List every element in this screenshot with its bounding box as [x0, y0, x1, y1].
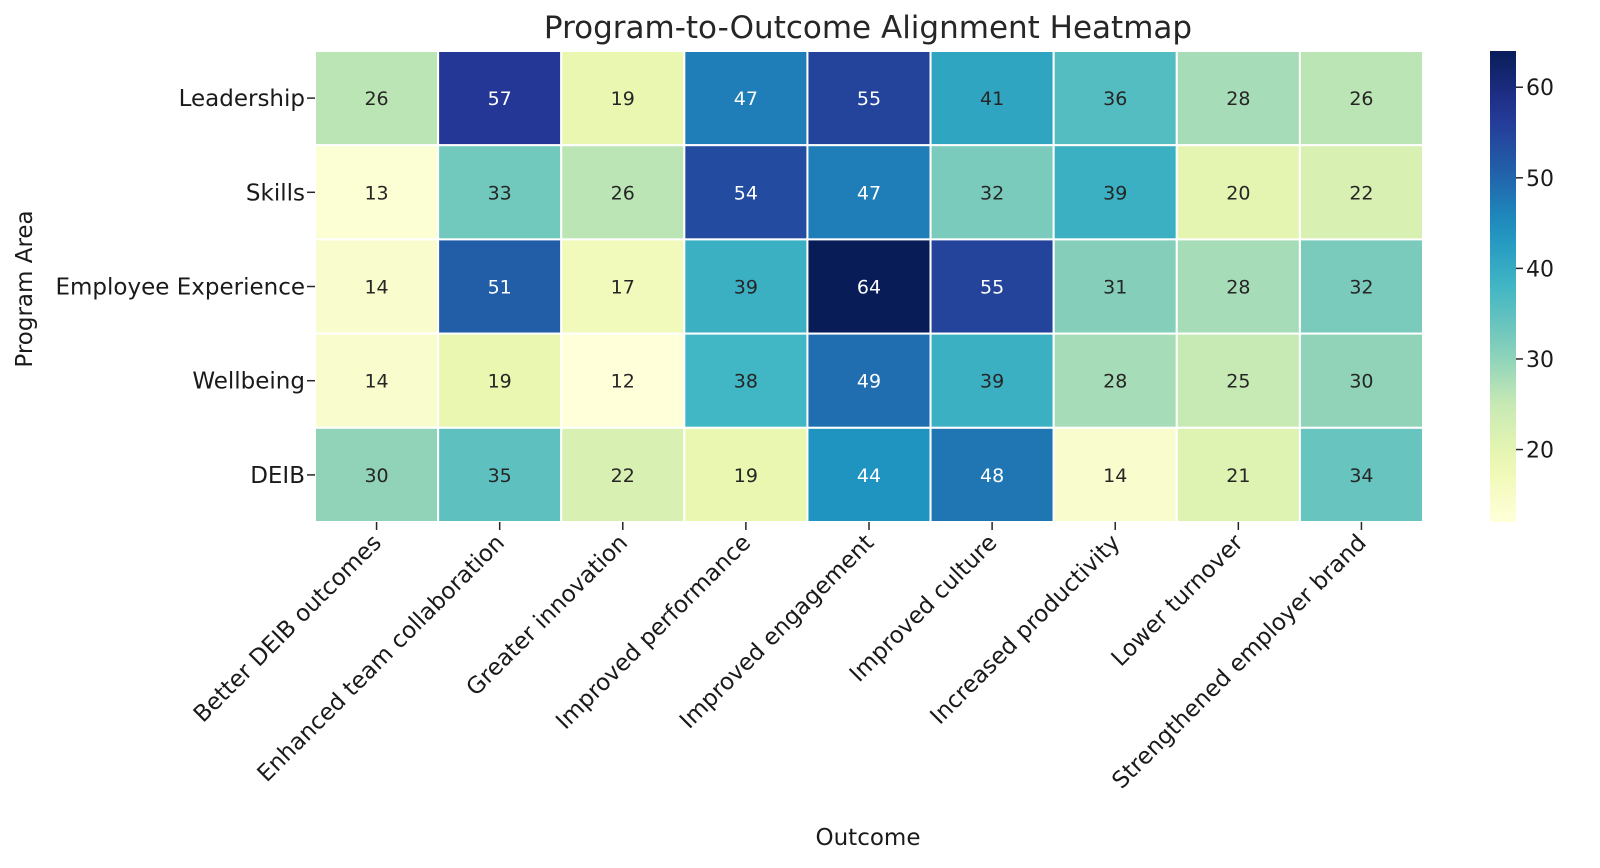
- cell-value-label: 26: [364, 88, 388, 110]
- y-tick-label: Leadership: [179, 86, 305, 112]
- heatmap-cell: [437, 238, 563, 335]
- heatmap-cell: [806, 238, 932, 335]
- heatmap-cell: [314, 144, 440, 241]
- cell-value-label: 39: [980, 371, 1004, 393]
- heatmap-cells: [314, 50, 1425, 523]
- heatmap-cell: [437, 332, 563, 429]
- heatmap-cell: [1298, 238, 1425, 335]
- cell-value-label: 28: [1226, 88, 1250, 110]
- heatmap-cell: [560, 238, 686, 335]
- heatmap-cell: [560, 426, 686, 523]
- x-tick-label: Lower turnover: [1107, 529, 1249, 671]
- cell-value-label: 38: [734, 371, 758, 393]
- cell-value-label: 30: [364, 465, 388, 487]
- colorbar-tick-label: 50: [1526, 167, 1554, 192]
- cell-value-label: 26: [1349, 88, 1373, 110]
- cell-value-label: 54: [734, 182, 758, 204]
- cell-value-label: 26: [611, 182, 635, 204]
- heatmap-cell: [314, 426, 440, 523]
- colorbar-tick-label: 30: [1526, 348, 1554, 373]
- x-tick-label: Improved engagement: [675, 530, 879, 734]
- cell-value-label: 31: [1103, 277, 1127, 299]
- y-tick-label: Skills: [246, 180, 305, 206]
- cell-value-label: 22: [1349, 182, 1373, 204]
- cell-value-label: 48: [980, 465, 1004, 487]
- heatmap-cell: [683, 238, 809, 335]
- heatmap-cell: [314, 50, 440, 147]
- y-tick-label: Wellbeing: [192, 369, 305, 395]
- cell-value-label: 12: [611, 371, 635, 393]
- heatmap-cell: [1298, 426, 1425, 523]
- heatmap-cell: [1298, 332, 1425, 429]
- cell-value-label: 19: [734, 465, 758, 487]
- colorbar: 20 30 40 50 60: [1490, 51, 1554, 522]
- heatmap-cell: [1052, 238, 1178, 335]
- heatmap-cell: [1175, 50, 1301, 147]
- cell-value-label: 19: [611, 88, 635, 110]
- cell-value-label: 47: [734, 88, 758, 110]
- cell-value-label: 28: [1103, 371, 1127, 393]
- x-tick-label: Enhanced team collaboration: [253, 530, 510, 787]
- cell-value-label: 13: [364, 182, 388, 204]
- heatmap-cell: [314, 238, 440, 335]
- heatmap-cell: [1298, 144, 1425, 241]
- cell-value-label: 19: [488, 371, 512, 393]
- x-tick-label: Improved performance: [551, 530, 756, 735]
- colorbar-tick-label: 60: [1526, 76, 1554, 101]
- cell-value-label: 34: [1349, 465, 1373, 487]
- cell-value-label: 14: [364, 371, 388, 393]
- heatmap-cell: [683, 426, 809, 523]
- heatmap-cell: [1052, 426, 1178, 523]
- cell-value-label: 32: [980, 182, 1004, 204]
- heatmap-cell: [560, 50, 686, 147]
- x-tick-label: Strengthened employer brand: [1107, 530, 1371, 794]
- colorbar-gradient: [1490, 51, 1516, 522]
- heatmap-cell: [683, 332, 809, 429]
- heatmap-cell: [1175, 144, 1301, 241]
- cell-value-label: 25: [1226, 371, 1250, 393]
- heatmap-cell-labels: 26 57 19 47 55 41 36 28 26 13 33 26 54 47 32 39 20 22 14 51…: [364, 88, 1373, 487]
- cell-value-label: 55: [857, 88, 881, 110]
- heatmap-cell: [806, 144, 932, 241]
- heatmap-cell: [929, 426, 1055, 523]
- cell-value-label: 57: [488, 88, 512, 110]
- heatmap-cell: [437, 50, 563, 147]
- cell-value-label: 36: [1103, 88, 1127, 110]
- cell-value-label: 44: [857, 465, 881, 487]
- y-tick-label: DEIB: [250, 463, 305, 489]
- y-tick-label: Employee Experience: [56, 275, 306, 301]
- chart-title: Program-to-Outcome Alignment Heatmap: [544, 10, 1192, 46]
- heatmap-cell: [1052, 144, 1178, 241]
- cell-value-label: 17: [611, 277, 635, 299]
- cell-value-label: 28: [1226, 277, 1250, 299]
- cell-value-label: 55: [980, 277, 1004, 299]
- colorbar-tick-label: 40: [1526, 257, 1554, 282]
- cell-value-label: 22: [611, 465, 635, 487]
- heatmap-cell: [929, 50, 1055, 147]
- cell-value-label: 21: [1226, 465, 1250, 487]
- x-axis-label: Outcome: [816, 825, 921, 851]
- cell-value-label: 64: [857, 277, 881, 299]
- cell-value-label: 14: [364, 277, 388, 299]
- cell-value-label: 51: [488, 277, 512, 299]
- heatmap-cell: [560, 144, 686, 241]
- cell-value-label: 35: [488, 465, 512, 487]
- cell-value-label: 41: [980, 88, 1004, 110]
- heatmap-cell: [314, 332, 440, 429]
- cell-value-label: 39: [1103, 182, 1127, 204]
- cell-value-label: 20: [1226, 182, 1250, 204]
- cell-value-label: 32: [1349, 277, 1373, 299]
- cell-value-label: 30: [1349, 371, 1373, 393]
- cell-value-label: 47: [857, 182, 881, 204]
- y-axis-ticks: Leadership Skills Employee Experience Wellb…: [56, 86, 315, 489]
- y-axis-label: Program Area: [12, 210, 38, 367]
- cell-value-label: 33: [488, 182, 512, 204]
- cell-value-label: 14: [1103, 465, 1127, 487]
- cell-value-label: 49: [857, 371, 881, 393]
- cell-value-label: 39: [734, 277, 758, 299]
- colorbar-tick-label: 20: [1526, 439, 1554, 464]
